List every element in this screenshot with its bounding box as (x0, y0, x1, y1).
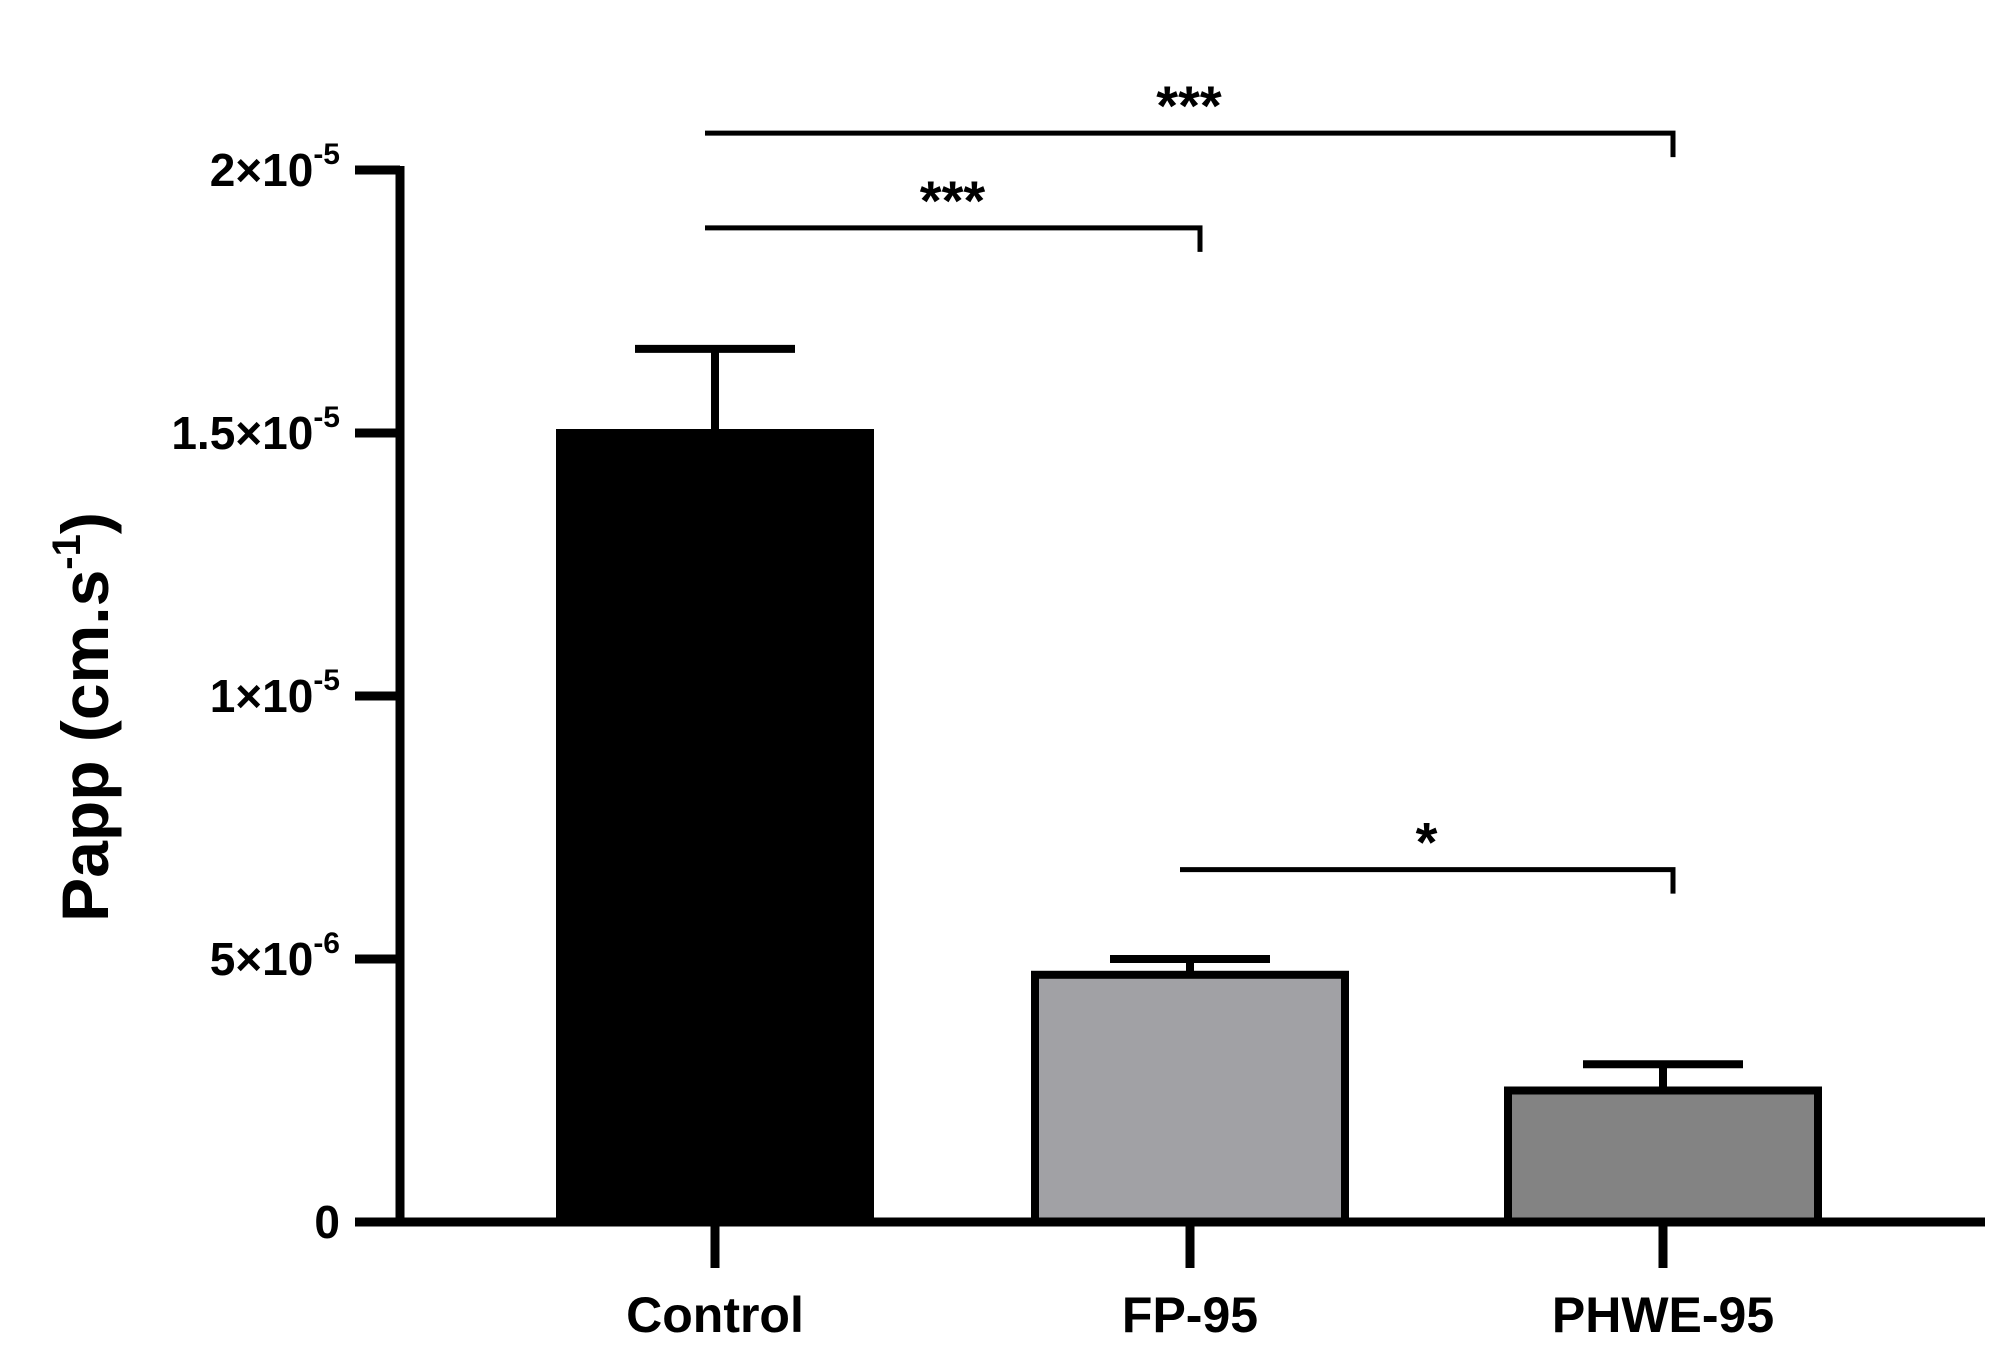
x-tick-label-phwe-95: PHWE-95 (1552, 1287, 1774, 1343)
significance-bracket-0 (705, 130, 1676, 158)
axes-group (355, 165, 1985, 1268)
bars-group (556, 429, 1822, 1227)
x-tick-label-fp-95: FP-95 (1122, 1287, 1258, 1343)
y-tick-label: 0 (314, 1196, 340, 1248)
bar-phwe-95 (1504, 1086, 1822, 1226)
error-bars-group (635, 344, 1743, 1091)
significance-bracket-1 (705, 225, 1203, 252)
y-axis-title: Papp (cm.s-1) (45, 512, 122, 922)
y-tick-label: 5×10-6 (210, 927, 340, 985)
significance-label-2: * (1416, 811, 1438, 874)
significance-label-1: *** (920, 169, 986, 232)
labels-group: 0 5×10-6 1×10-5 1.5×10-5 2×10-5 Control FP-95 P… (45, 138, 1774, 1343)
bar-fp-95 (1031, 970, 1349, 1227)
y-tick-label: 1×10-5 (210, 664, 340, 722)
significance-group: ******* (705, 74, 1676, 894)
significance-bracket-2 (1180, 867, 1676, 894)
significance-label-0: *** (1156, 74, 1222, 137)
y-tick-label: 1.5×10-5 (171, 401, 340, 459)
bar-control (556, 429, 874, 1226)
x-tick-label-control: Control (626, 1287, 804, 1343)
y-tick-label: 2×10-5 (210, 138, 340, 196)
